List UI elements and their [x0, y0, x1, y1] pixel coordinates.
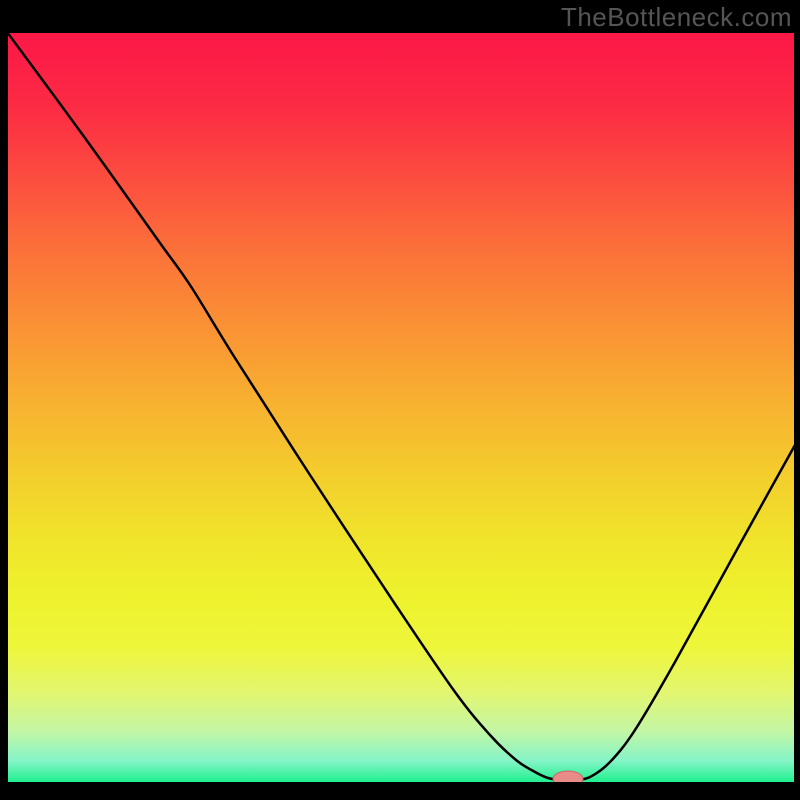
chart-stage: TheBottleneck.com: [0, 0, 800, 800]
optimal-marker: [553, 771, 583, 787]
bottleneck-chart: [0, 0, 800, 800]
gradient-background: [7, 32, 795, 783]
watermark-text: TheBottleneck.com: [561, 2, 792, 33]
